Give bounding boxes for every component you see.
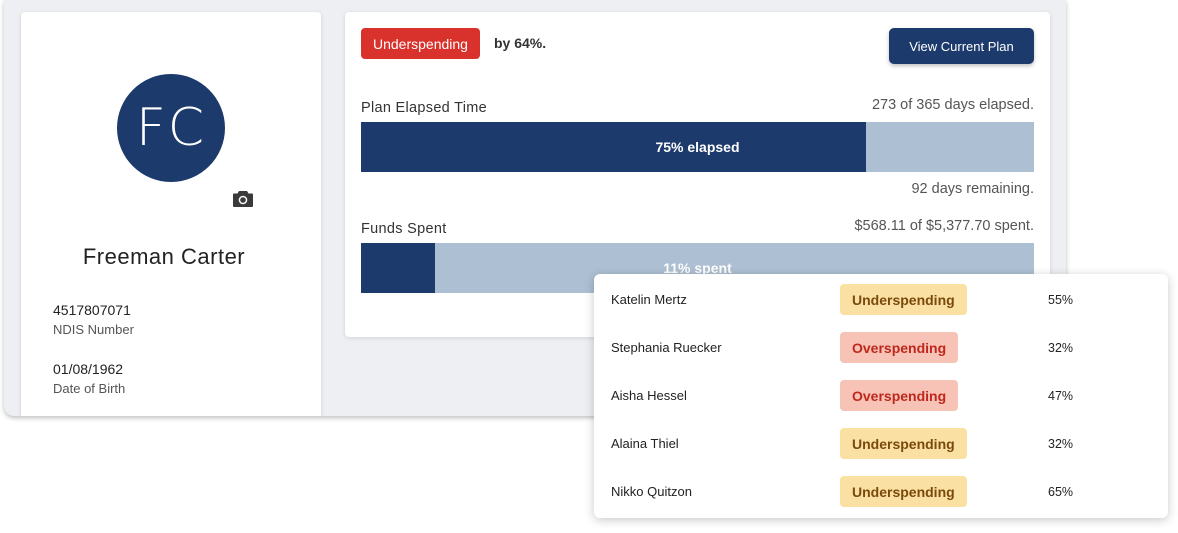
- avatar[interactable]: FC: [117, 74, 225, 182]
- elapsed-progress-label: 75% elapsed: [655, 139, 740, 155]
- participant-name: Aisha Hessel: [611, 388, 687, 403]
- participant-status-badge: Underspending: [840, 284, 967, 315]
- profile-card: FC Freeman Carter 4517807071 NDIS Number…: [21, 12, 321, 416]
- participant-status-badge: Overspending: [840, 380, 959, 411]
- participant-status-badge: Underspending: [840, 476, 967, 507]
- participant-status-badge: Overspending: [840, 332, 959, 363]
- participants-popup: Katelin Mertz Underspending 55% Stephani…: [594, 274, 1168, 518]
- participant-row[interactable]: Aisha Hessel Overspending 47%: [594, 372, 1168, 420]
- participant-name: Stephania Ruecker: [611, 340, 722, 355]
- camera-icon[interactable]: [232, 190, 254, 208]
- participant-name: Alaina Thiel: [611, 436, 679, 451]
- profile-name: Freeman Carter: [82, 244, 246, 269]
- funds-summary: $568.11 of $5,377.70 spent.: [854, 218, 1034, 234]
- participant-row[interactable]: Alaina Thiel Underspending 32%: [594, 420, 1168, 468]
- view-current-plan-button[interactable]: View Current Plan: [889, 28, 1034, 64]
- participant-percent: 32%: [1048, 341, 1074, 355]
- funds-title: Funds Spent: [361, 221, 447, 237]
- participant-percent: 65%: [1048, 485, 1074, 499]
- ndis-number-label: NDIS Number: [53, 322, 134, 337]
- plan-status-suffix: by 64%.: [494, 35, 547, 51]
- participant-name: Nikko Quitzon: [611, 484, 692, 499]
- funds-progress-fill: [361, 243, 436, 293]
- participant-status-badge: Underspending: [840, 428, 967, 459]
- participant-name: Katelin Mertz: [611, 292, 687, 307]
- participant-row[interactable]: Katelin Mertz Underspending 55%: [594, 276, 1168, 324]
- elapsed-summary: 273 of 365 days elapsed.: [871, 97, 1034, 113]
- elapsed-progress-bar: 75% elapsed: [361, 122, 1034, 172]
- participant-row[interactable]: Stephania Ruecker Overspending 32%: [594, 324, 1168, 372]
- elapsed-title: Plan Elapsed Time: [361, 100, 487, 116]
- ndis-number-value: 4517807071: [53, 302, 131, 318]
- days-remaining: 92 days remaining.: [911, 181, 1034, 197]
- plan-status-badge: Underspending: [361, 28, 480, 59]
- participant-percent: 47%: [1048, 389, 1074, 403]
- elapsed-progress-fill: [361, 122, 866, 172]
- dob-value: 01/08/1962: [53, 361, 124, 377]
- participant-percent: 55%: [1048, 293, 1074, 307]
- participant-percent: 32%: [1048, 437, 1074, 451]
- funds-progress-label: 11% spent: [663, 260, 732, 276]
- participant-row[interactable]: Nikko Quitzon Underspending 65%: [594, 468, 1168, 516]
- dob-label: Date of Birth: [53, 381, 126, 396]
